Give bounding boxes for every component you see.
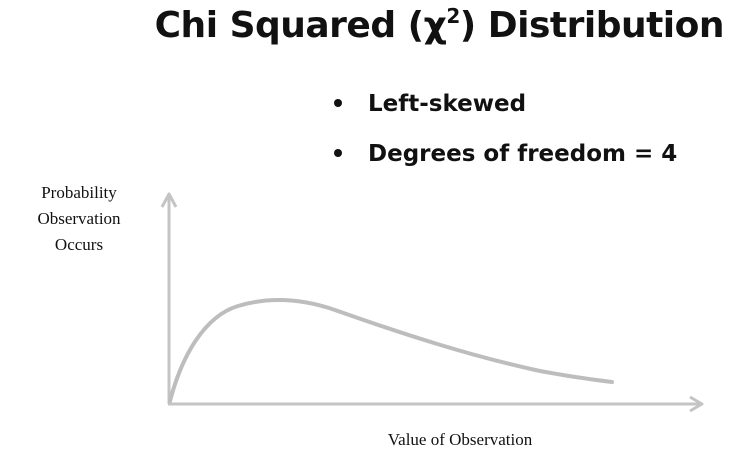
bullet-item: Degrees of freedom = 4 bbox=[330, 136, 677, 186]
slide-title: Chi Squared (χ2) Distribution bbox=[0, 0, 734, 60]
distribution-curve bbox=[168, 298, 614, 403]
bullet-list: Left-skewed Degrees of freedom = 4 bbox=[330, 86, 677, 186]
y-axis-label-line: Probability bbox=[41, 183, 117, 202]
title-main: Chi Squared (χ bbox=[154, 5, 447, 46]
bullet-dot-icon bbox=[334, 99, 342, 107]
title-end: ) Distribution bbox=[459, 5, 725, 46]
title-superscript: 2 bbox=[446, 4, 460, 28]
x-axis-label: Value of Observation bbox=[387, 430, 533, 449]
bullet-text: Degrees of freedom = 4 bbox=[368, 141, 678, 167]
y-axis-label-line: Occurs bbox=[54, 235, 104, 254]
y-axis-label-line: Observation bbox=[37, 209, 121, 228]
y-axis-label: Probability Observation Occurs bbox=[4, 180, 154, 258]
bullet-text: Left-skewed bbox=[368, 91, 527, 117]
y-axis-arrow-icon bbox=[160, 192, 178, 208]
bullet-item: Left-skewed bbox=[330, 86, 677, 136]
x-axis-arrow-icon bbox=[689, 395, 704, 413]
bullet-dot-icon bbox=[334, 149, 342, 157]
